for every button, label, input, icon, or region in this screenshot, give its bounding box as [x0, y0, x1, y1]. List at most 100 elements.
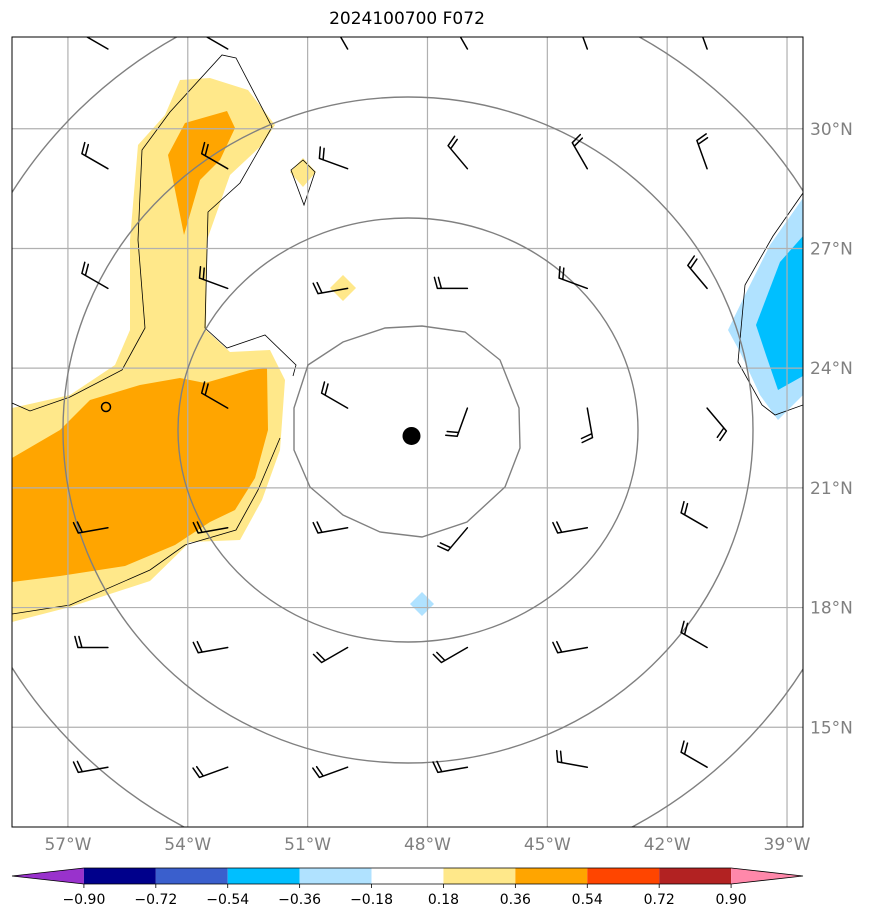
wind-barb	[205, 37, 229, 50]
wind-barb	[198, 265, 229, 290]
wind-barb	[432, 760, 469, 774]
wind-barb	[320, 381, 349, 409]
wind-barb-shaft	[571, 133, 589, 170]
wind-barb	[72, 760, 109, 774]
negative-anomaly-shading	[410, 198, 803, 616]
longitude-labels: 57°W 54°W 51°W 48°W 45°W 42°W 39°W	[44, 835, 810, 855]
colorbar-tick-label: −0.90	[62, 892, 105, 908]
wind-barb	[696, 133, 709, 170]
wind-barb	[680, 740, 708, 768]
wind-barb	[701, 37, 708, 50]
wind-barb-shaft	[192, 521, 229, 534]
colorbar-tick-label: 0.18	[428, 892, 459, 908]
map-title: 2024100700 F072	[329, 9, 485, 29]
wind-barb	[200, 381, 229, 409]
wind-barb-shaft	[192, 765, 229, 779]
storm-center-marker	[402, 426, 421, 445]
wind-barb-shaft	[447, 135, 469, 170]
colorbar-tick-label: −0.18	[350, 892, 393, 908]
longitude-label: 54°W	[164, 835, 211, 855]
wind-barb-shaft	[687, 255, 708, 290]
wind-barb-shaft	[432, 646, 469, 664]
wind-barb	[312, 646, 349, 664]
wind-barb-shaft	[198, 265, 229, 290]
wind-barb-shaft	[320, 381, 349, 409]
colorbar-tick-label: 0.36	[500, 892, 531, 908]
colorbar-segment	[155, 868, 228, 884]
wind-barb-shaft	[445, 407, 469, 438]
colorbar-segment	[731, 868, 803, 884]
colorbar-segment	[227, 868, 300, 884]
wind-barbs	[72, 37, 728, 779]
wind-barb-shaft	[680, 500, 708, 529]
field-contour-lines	[12, 54, 803, 615]
wind-barb	[312, 765, 349, 779]
map-frame	[11, 36, 804, 828]
colorbar-segment	[299, 868, 372, 884]
wind-barb-shaft	[312, 521, 349, 534]
wind-barb-shaft	[85, 37, 109, 50]
wind-barb-shaft	[432, 760, 469, 774]
wind-barb	[706, 407, 728, 442]
wind-barb-shaft	[312, 765, 349, 779]
wind-barb	[85, 37, 109, 50]
wind-barb	[339, 37, 349, 50]
colorbar-tick-label: −0.36	[278, 892, 321, 908]
wind-barb-shaft	[433, 276, 469, 290]
wind-barb	[433, 276, 469, 290]
wind-barb-shaft	[580, 407, 594, 444]
wind-barb	[687, 255, 708, 290]
graticule	[12, 37, 803, 827]
wind-barb	[459, 37, 469, 50]
wind-barb	[680, 500, 708, 529]
wind-barb	[552, 640, 589, 654]
wind-barb-shaft	[555, 749, 589, 768]
map-plot-area	[12, 37, 803, 827]
wind-barb	[81, 261, 109, 290]
colorbar: −0.90 −0.72 −0.54 −0.36 −0.18 0.18 0.36 0.54 0.7…	[11, 867, 804, 908]
wind-barb	[582, 37, 589, 50]
latitude-labels: 15°N 18°N 21°N 24°N 27°N 30°N	[810, 120, 853, 738]
latitude-label: 24°N	[810, 359, 853, 379]
colorbar-tick-label: 0.54	[572, 892, 603, 908]
longitude-label: 48°W	[404, 835, 451, 855]
wind-barb	[318, 146, 349, 170]
wind-barb-shaft	[72, 521, 109, 534]
wind-barb	[558, 265, 589, 290]
longitude-label: 39°W	[764, 835, 811, 855]
wind-barb	[552, 521, 589, 534]
wind-barb-shaft	[680, 740, 708, 768]
colorbar-segment	[587, 868, 660, 884]
wind-barb-shaft	[81, 141, 109, 170]
wind-barb-shaft	[558, 265, 589, 290]
wind-barb-shaft	[312, 281, 349, 295]
wind-barb-shaft	[205, 37, 229, 50]
wind-barb-shaft	[200, 381, 229, 409]
wind-barb-shaft	[696, 133, 709, 170]
wind-barb-shaft	[200, 141, 229, 170]
longitude-label: 51°W	[284, 835, 331, 855]
colorbar-segment	[443, 868, 516, 884]
wind-barb-shaft	[459, 37, 469, 50]
latitude-label: 18°N	[810, 599, 853, 619]
colorbar-tick-label: −0.54	[206, 892, 249, 908]
wind-barb	[200, 141, 229, 170]
wind-barb	[312, 521, 349, 534]
longitude-label: 57°W	[44, 835, 91, 855]
wind-barb-shaft	[706, 407, 728, 442]
longitude-label: 45°W	[524, 835, 571, 855]
colorbar-segment	[659, 868, 732, 884]
wind-barb	[192, 640, 229, 654]
colorbar-segment	[371, 868, 444, 884]
wind-barb	[445, 407, 469, 438]
wind-barb-shaft	[552, 640, 589, 654]
concentric-contours	[12, 37, 803, 827]
wind-barb-shaft	[192, 640, 229, 654]
colorbar-segment	[83, 868, 156, 884]
wind-barb	[571, 133, 589, 170]
colorbar-tick-label: 0.90	[716, 892, 747, 908]
wind-barb-shaft	[318, 146, 349, 170]
wind-barb	[74, 635, 109, 649]
small-circle-marker	[100, 401, 112, 413]
